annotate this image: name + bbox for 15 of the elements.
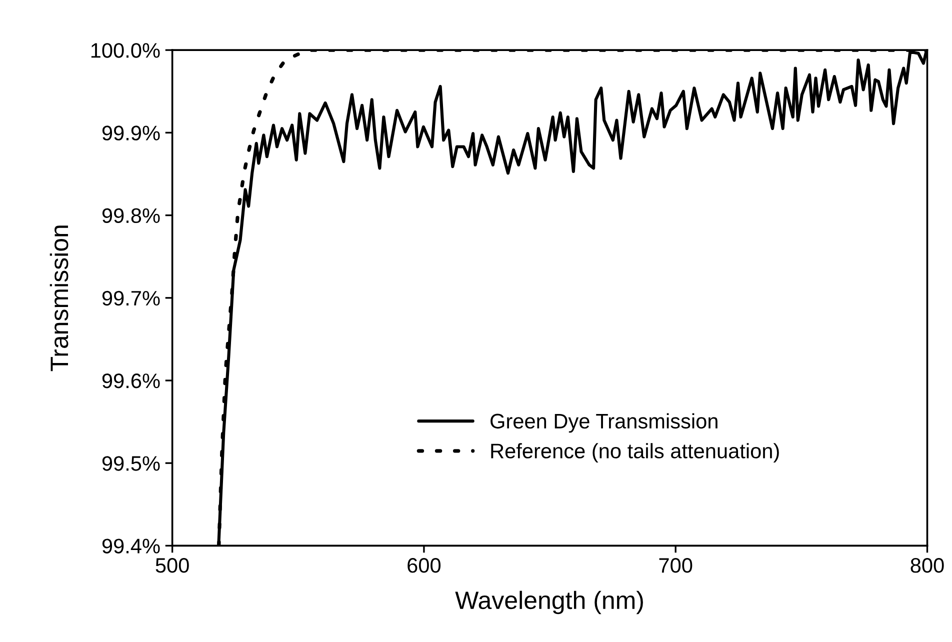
- x-tick-label: 800: [910, 558, 944, 573]
- y-tick-label: 99.4%: [102, 538, 160, 554]
- y-tick-label: 99.6%: [102, 373, 160, 388]
- y-tick-label: 99.9%: [102, 126, 160, 140]
- y-tick-label: 99.5%: [102, 456, 160, 471]
- y-tick-label: 99.7%: [102, 290, 160, 306]
- x-axis-title: Wavelength (nm): [455, 590, 643, 614]
- x-tick-label: 500: [156, 558, 189, 573]
- y-axis-title: Transmission: [50, 226, 68, 372]
- x-tick-label: 600: [408, 558, 441, 573]
- y-tick-label: 99.8%: [102, 208, 160, 224]
- legend-label: Green Dye Transmission: [490, 413, 718, 433]
- legend-label: Reference (no tails attenuation): [491, 443, 779, 463]
- x-tick-label: 700: [659, 558, 692, 573]
- y-tick-label: 100.0%: [91, 43, 160, 58]
